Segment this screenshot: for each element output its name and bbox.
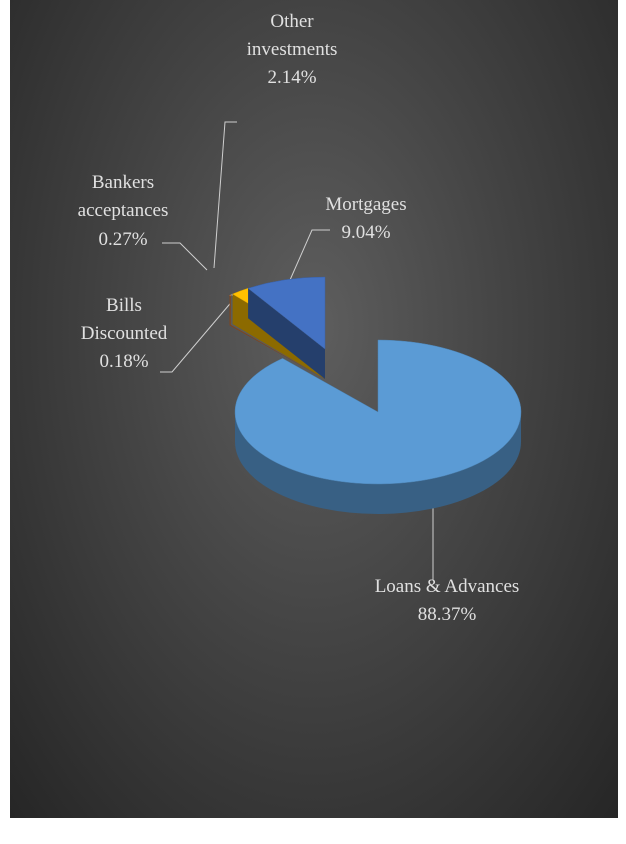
- pie-slice: [234, 339, 522, 485]
- leader-line: [289, 229, 330, 281]
- slice-value-label: 0.27%: [98, 229, 148, 250]
- slice-value-label: 88.37%: [417, 604, 477, 625]
- slice-value-label: 9.04%: [341, 222, 391, 243]
- slice-label: Bankers acceptances: [77, 172, 169, 221]
- slice-side: [248, 288, 325, 379]
- slice-label: Bills Discounted: [80, 295, 168, 344]
- pie-slice: [247, 276, 326, 350]
- leader-line: [160, 291, 241, 373]
- slice-value-label: 2.14%: [267, 67, 317, 88]
- slice-label: Other investments: [246, 11, 338, 60]
- slice-side: [235, 412, 521, 514]
- leader-line: [213, 121, 237, 269]
- leader-line: [162, 242, 208, 271]
- slice-label: Mortgages: [325, 194, 407, 215]
- slice-label: Loans & Advances: [374, 576, 520, 597]
- slice-value-label: 0.18%: [99, 351, 149, 372]
